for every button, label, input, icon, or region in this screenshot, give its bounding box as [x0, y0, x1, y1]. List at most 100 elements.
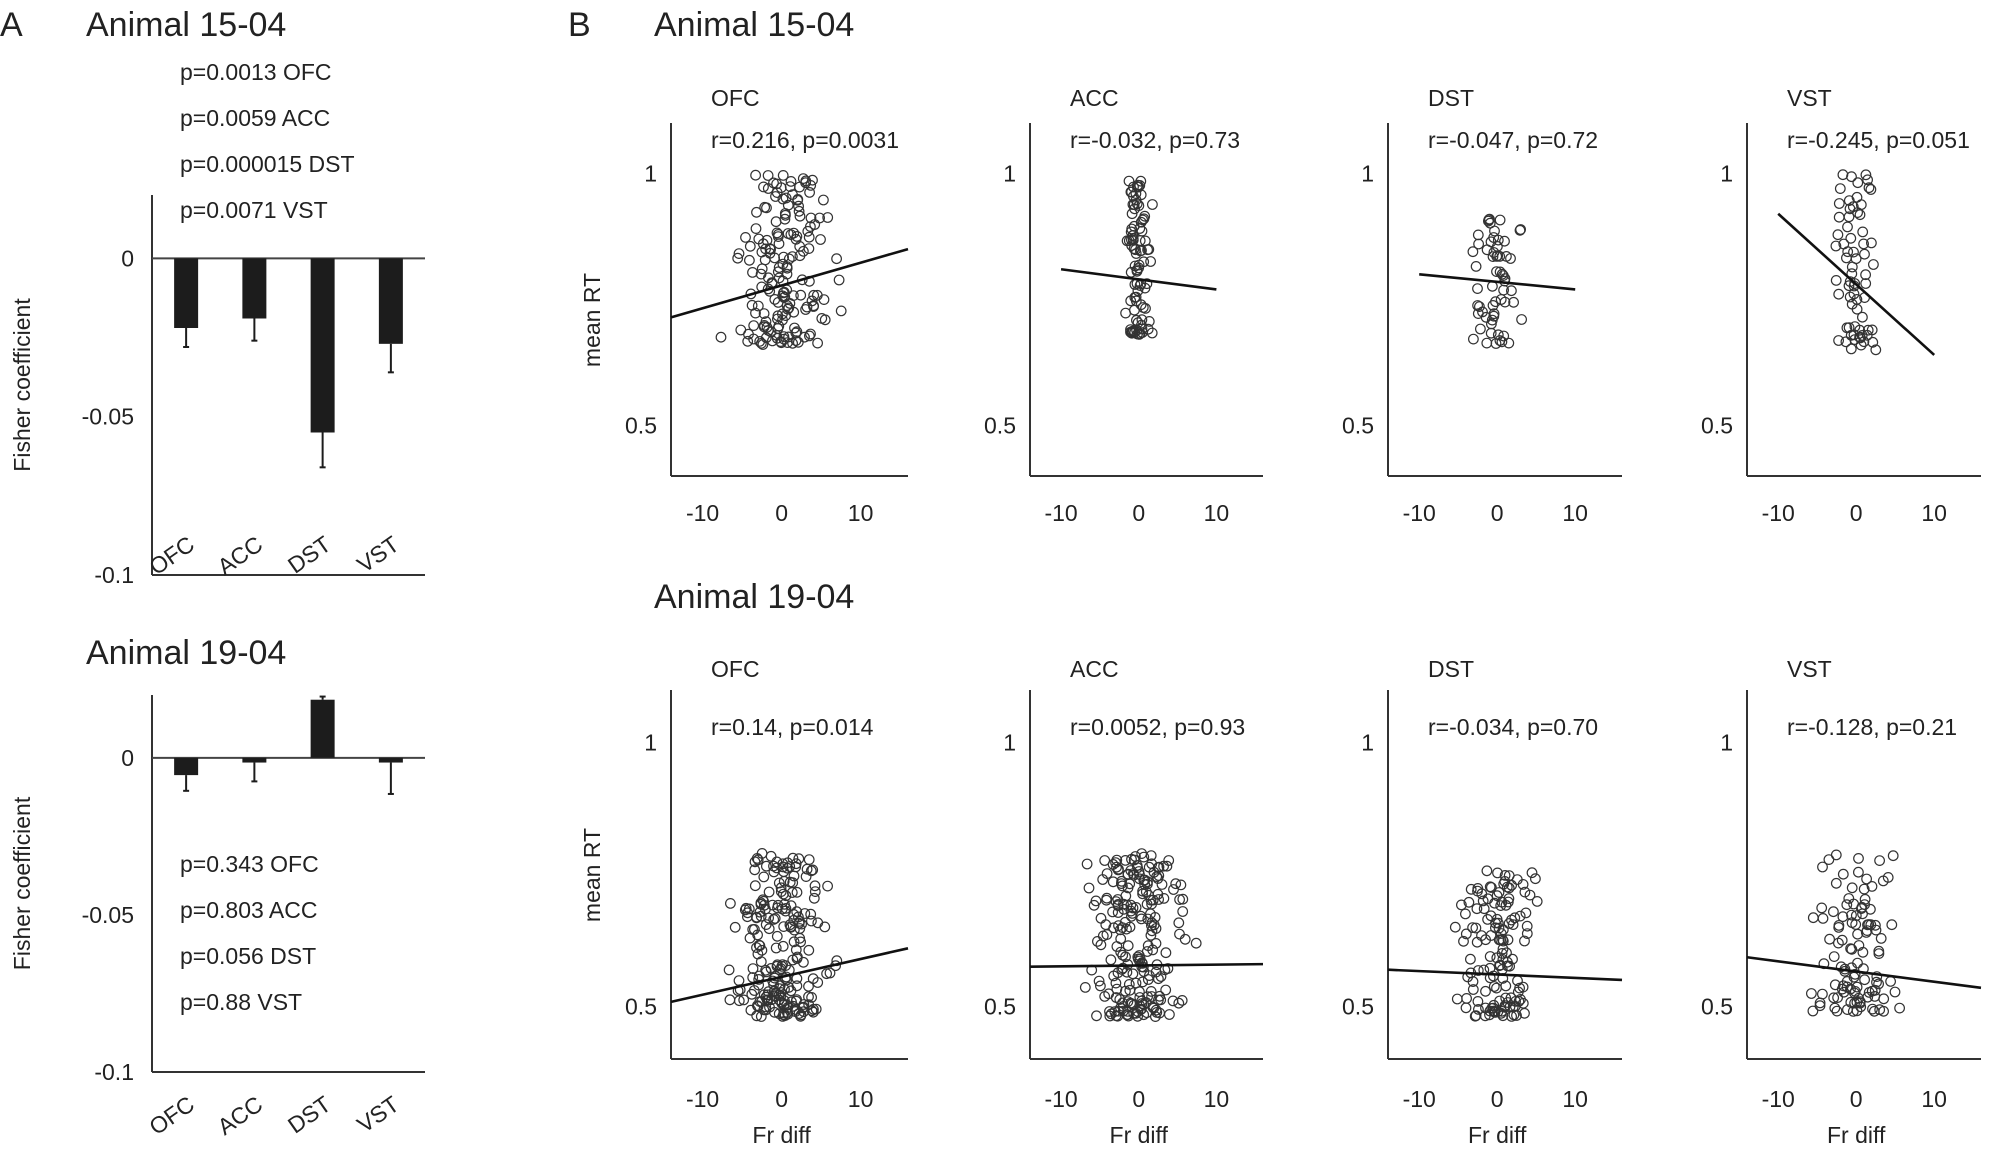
data-point	[739, 904, 751, 916]
data-point	[779, 1010, 791, 1021]
data-point	[812, 977, 824, 988]
data-point	[803, 231, 815, 243]
data-point	[740, 231, 751, 243]
regression-line	[670, 947, 909, 1004]
bar-ofc	[174, 258, 199, 328]
data-point	[1870, 344, 1882, 356]
p-value-text: p=0.0059 ACC	[180, 105, 330, 131]
y-tick-label: 0.5	[1342, 413, 1374, 439]
data-point	[1519, 935, 1530, 947]
data-point	[1111, 941, 1123, 952]
data-point	[1494, 214, 1506, 226]
data-point	[760, 332, 772, 344]
y-tick-label: 1	[1720, 160, 1733, 186]
data-point	[1499, 296, 1511, 308]
data-point	[799, 908, 811, 919]
data-point	[1135, 319, 1147, 331]
data-point	[770, 942, 782, 954]
data-point	[755, 1011, 767, 1022]
data-point	[788, 227, 800, 239]
data-point	[1132, 953, 1144, 965]
data-point	[794, 932, 806, 944]
data-point	[1857, 226, 1869, 238]
x-tick-label: -10	[1762, 1086, 1795, 1112]
data-point	[1835, 961, 1847, 973]
data-point	[1498, 330, 1510, 342]
data-point	[769, 913, 781, 924]
correlation-stat: r=-0.047, p=0.72	[1428, 127, 1598, 153]
data-point	[743, 903, 755, 915]
data-point	[761, 234, 773, 246]
data-point	[785, 175, 797, 187]
data-point	[1126, 186, 1137, 198]
data-point	[752, 929, 763, 941]
data-point	[1484, 881, 1496, 893]
data-point	[748, 320, 760, 332]
data-point	[803, 980, 814, 992]
data-point	[1101, 892, 1113, 904]
data-point	[752, 300, 764, 312]
data-point	[1498, 878, 1510, 890]
data-point	[1873, 948, 1885, 959]
data-point	[1497, 1010, 1509, 1022]
data-point	[724, 994, 736, 1006]
data-point	[803, 243, 815, 255]
data-point	[773, 1008, 785, 1020]
data-point	[772, 231, 784, 243]
data-point	[1472, 229, 1484, 241]
data-point	[761, 860, 772, 872]
p-value-text: p=0.0071 VST	[180, 197, 328, 223]
data-point	[1088, 899, 1100, 911]
x-axis-label: Fr diff	[1110, 1122, 1169, 1148]
data-point	[770, 987, 782, 999]
data-point	[1860, 278, 1872, 289]
data-point	[1846, 909, 1857, 921]
data-point	[793, 911, 804, 923]
data-point	[1855, 199, 1867, 211]
data-point	[1852, 957, 1863, 969]
x-tick-label: VST	[352, 1091, 404, 1138]
bar-ofc	[174, 757, 199, 776]
data-point	[1509, 912, 1521, 924]
data-point	[806, 295, 818, 307]
data-point	[1137, 888, 1148, 900]
data-point	[755, 268, 767, 280]
data-point	[1499, 1001, 1511, 1013]
data-point	[1467, 333, 1479, 345]
bar-vst	[378, 757, 403, 763]
data-point	[1125, 899, 1137, 911]
row-title: Animal 19-04	[654, 578, 854, 616]
data-point	[831, 253, 842, 265]
data-point	[1847, 1006, 1859, 1017]
data-point	[1128, 220, 1140, 232]
data-point	[1836, 934, 1848, 946]
data-point	[812, 917, 824, 929]
data-point	[778, 921, 790, 932]
data-point	[1506, 914, 1517, 926]
data-point	[1121, 1009, 1133, 1021]
data-point	[1467, 246, 1479, 258]
data-point	[1492, 917, 1504, 929]
data-point	[1150, 1004, 1162, 1016]
bar-chart-animal-19-04: Animal 19-04 0 -0.05 -0.1 Fisher coefficient…	[9, 634, 425, 1140]
data-point	[793, 853, 805, 865]
data-point	[1145, 256, 1156, 267]
data-point	[1177, 906, 1189, 917]
data-point	[1128, 304, 1140, 316]
data-point	[723, 964, 735, 976]
x-tick-label: 0	[1491, 1086, 1504, 1112]
data-point	[1868, 1005, 1880, 1017]
data-point	[1104, 1006, 1115, 1017]
x-tick-label: DST	[283, 1091, 336, 1139]
data-point	[1133, 866, 1145, 877]
data-point	[1134, 245, 1146, 257]
data-point	[744, 240, 756, 252]
data-point	[1145, 894, 1157, 906]
data-point	[1095, 939, 1107, 951]
data-point	[1091, 1010, 1102, 1022]
data-point	[758, 320, 770, 331]
data-point	[1867, 259, 1879, 270]
x-tick-label: 10	[1562, 500, 1588, 526]
data-point	[787, 189, 798, 201]
x-tick-label: 10	[1562, 1086, 1588, 1112]
